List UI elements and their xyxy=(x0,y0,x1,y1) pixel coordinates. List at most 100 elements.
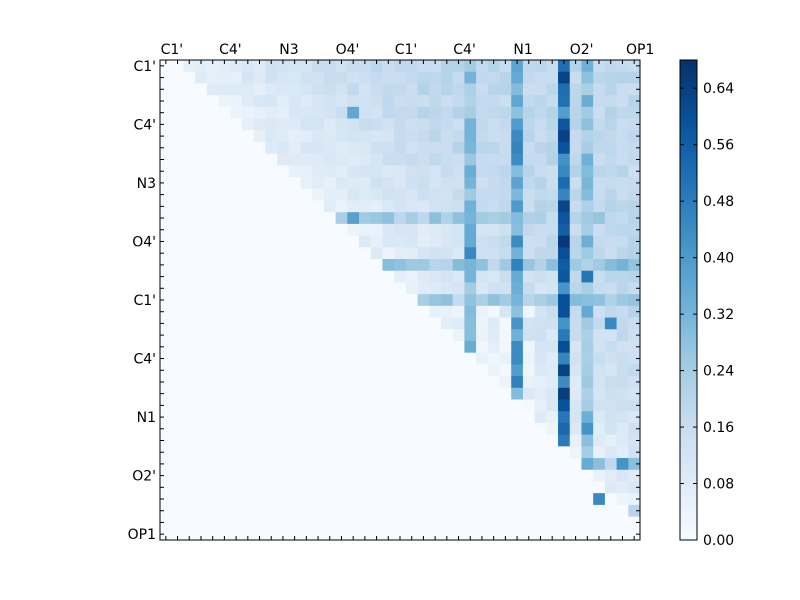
heatmap-cell xyxy=(440,212,454,225)
heatmap-cell xyxy=(522,317,536,330)
heatmap-cell xyxy=(616,130,629,143)
heatmap-cell xyxy=(581,340,594,354)
heatmap-cell xyxy=(581,188,594,201)
heatmap-cell xyxy=(382,294,395,307)
heatmap-cell xyxy=(171,141,184,155)
heatmap-cell xyxy=(335,458,348,471)
heatmap-cell xyxy=(487,270,500,283)
heatmap-cell xyxy=(604,223,617,237)
heatmap-cell xyxy=(499,469,512,482)
heatmap-cell xyxy=(359,528,372,541)
heatmap-cell xyxy=(370,153,383,166)
heatmap-cell xyxy=(277,95,290,108)
heatmap-cell xyxy=(359,235,372,248)
heatmap-cell xyxy=(487,130,500,143)
heatmap-cell xyxy=(616,434,629,447)
heatmap-cell xyxy=(218,188,231,201)
heatmap-cell xyxy=(534,446,547,459)
heatmap-cell xyxy=(323,516,337,529)
heatmap-cell xyxy=(265,95,278,108)
heatmap-cell xyxy=(522,469,536,482)
heatmap-cell xyxy=(218,200,231,213)
heatmap-cell xyxy=(370,141,383,155)
heatmap-cell xyxy=(417,481,430,494)
heatmap-cell xyxy=(522,340,536,354)
heatmap-cell xyxy=(206,481,219,494)
heatmap-cell xyxy=(499,528,512,541)
heatmap-cell xyxy=(394,83,407,96)
heatmap-cell xyxy=(335,223,348,237)
heatmap-cell xyxy=(593,188,606,201)
heatmap-cell xyxy=(300,294,313,307)
heatmap-cell xyxy=(183,153,196,166)
heatmap-cell xyxy=(195,340,208,354)
heatmap-cell xyxy=(288,235,301,248)
heatmap-cell xyxy=(628,376,641,389)
heatmap-cell xyxy=(195,422,208,436)
heatmap-cell xyxy=(394,528,407,541)
heatmap-cell xyxy=(429,223,442,237)
heatmap-cell xyxy=(476,411,489,424)
heatmap-cell xyxy=(522,177,536,190)
heatmap-cell xyxy=(206,95,219,108)
heatmap-cell xyxy=(312,282,325,295)
heatmap-cell xyxy=(511,71,524,84)
heatmap-cell xyxy=(452,71,465,84)
heatmap-cell xyxy=(476,516,489,529)
heatmap-cell xyxy=(440,188,454,201)
heatmap-cell xyxy=(335,294,348,307)
heatmap-cell xyxy=(604,235,617,248)
heatmap-cell xyxy=(218,516,231,529)
heatmap-cell xyxy=(511,188,524,201)
heatmap-cell xyxy=(394,481,407,494)
heatmap-cell xyxy=(476,376,489,389)
heatmap-cell xyxy=(511,141,524,155)
heatmap-cell xyxy=(335,282,348,295)
heatmap-cell xyxy=(183,493,196,506)
heatmap-cell xyxy=(534,516,547,529)
heatmap-cell xyxy=(464,188,477,201)
heatmap-cell xyxy=(511,305,524,318)
heatmap-cell xyxy=(288,528,301,541)
heatmap-cell xyxy=(335,235,348,248)
heatmap-cell xyxy=(405,364,418,377)
heatmap-cell xyxy=(335,516,348,529)
heatmap-cell xyxy=(335,317,348,330)
heatmap-cell xyxy=(511,212,524,225)
heatmap-cell xyxy=(581,200,594,213)
heatmap-cell xyxy=(230,294,243,307)
heatmap-cell xyxy=(323,223,337,237)
heatmap-cell xyxy=(195,411,208,424)
heatmap-cell xyxy=(569,387,582,400)
heatmap-cell xyxy=(593,364,606,377)
heatmap-cell xyxy=(604,528,617,541)
heatmap-cell xyxy=(593,376,606,389)
heatmap-cell xyxy=(241,282,255,295)
heatmap-cell xyxy=(569,481,582,494)
heatmap-cell xyxy=(230,106,243,119)
heatmap-cell xyxy=(604,516,617,529)
heatmap-cell xyxy=(546,188,559,201)
heatmap-cell xyxy=(253,223,266,237)
heatmap-cell xyxy=(511,270,524,283)
heatmap-cell xyxy=(604,481,617,494)
heatmap-cell xyxy=(464,422,477,436)
heatmap-cell xyxy=(593,469,606,482)
heatmap-cell xyxy=(464,212,477,225)
heatmap-cell xyxy=(183,270,196,283)
heatmap-cell xyxy=(253,434,266,447)
heatmap-cell xyxy=(382,411,395,424)
heatmap-cell xyxy=(546,329,559,342)
heatmap-cell xyxy=(464,235,477,248)
heatmap-cell xyxy=(253,528,266,541)
heatmap-cell xyxy=(288,165,301,178)
heatmap-cell xyxy=(628,270,641,283)
heatmap-cell xyxy=(230,329,243,342)
heatmap-cell xyxy=(464,165,477,178)
colorbar-tick-label: 0.16 xyxy=(703,420,734,436)
heatmap-cell xyxy=(183,223,196,237)
heatmap-cell xyxy=(394,516,407,529)
heatmap-cell xyxy=(405,516,418,529)
heatmap-cell xyxy=(195,493,208,506)
heatmap-cell xyxy=(522,106,536,119)
